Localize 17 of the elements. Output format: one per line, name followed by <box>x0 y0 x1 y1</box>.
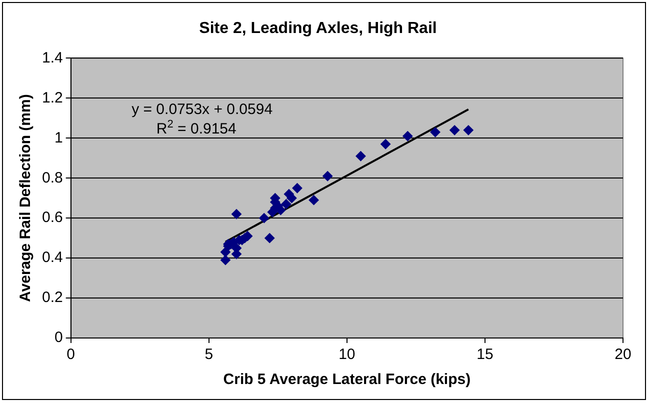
y-tick-label: 1.2 <box>42 89 63 106</box>
y-tick-label: 1.4 <box>42 49 63 66</box>
y-tick-label: 0 <box>54 329 63 346</box>
chart-title: Site 2, Leading Axles, High Rail <box>199 20 437 38</box>
annotation: y = 0.0753x + 0.0594 <box>132 101 273 118</box>
x-tick-label: 20 <box>614 346 632 364</box>
y-axis-title: Average Rail Deflection (mm) <box>17 94 34 302</box>
y-tick-label: 0.8 <box>42 169 63 186</box>
y-tick-label: 0.4 <box>42 249 63 266</box>
y-tick-label: 0.6 <box>42 209 63 226</box>
x-tick-label: 5 <box>204 346 214 364</box>
x-tick-label: 15 <box>476 346 494 364</box>
y-tick-label: 1 <box>54 129 63 146</box>
x-tick-label: 0 <box>66 346 76 364</box>
y-tick-label: 0.2 <box>42 289 63 306</box>
x-tick-label: 10 <box>338 346 356 364</box>
x-axis-title: Crib 5 Average Lateral Force (kips) <box>223 371 471 388</box>
